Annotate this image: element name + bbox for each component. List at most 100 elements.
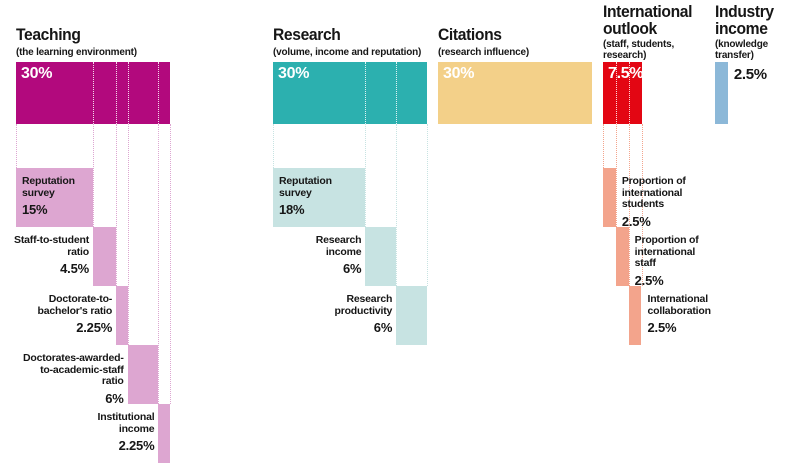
research-weight-label: 30%: [278, 65, 310, 82]
research-subtitle: (volume, income and reputation): [273, 47, 421, 58]
international-outlook-sub-label-0-line: students: [621, 198, 664, 210]
research-sub-block-1: [365, 227, 397, 286]
research-title: Research: [273, 25, 341, 44]
teaching-sub-label-3-line: ratio: [101, 375, 124, 387]
teaching-guide-line: [93, 124, 94, 227]
industry-income-title-line: Industry: [715, 2, 774, 21]
research-sub-label-0-line: Reputation: [279, 175, 332, 187]
teaching-title-line: Teaching: [16, 25, 81, 44]
industry-income-subtitle-line: transfer): [715, 49, 754, 61]
research-sub-value-1: 6%: [343, 261, 362, 276]
teaching-guide-line: [127, 124, 129, 345]
international-outlook-sub-label-2-line: International: [647, 293, 709, 305]
industry-income-weight-label: 2.5%: [733, 66, 767, 83]
research-guide-line: [396, 124, 398, 286]
research-sub-block-2: [396, 286, 427, 345]
citations-subtitle-line: (research influence): [438, 46, 530, 58]
teaching-sub-label-4-line: Institutional: [97, 411, 155, 423]
international-outlook-subtitle-line: (staff, students,: [603, 38, 675, 50]
industry-income-title-line: income: [715, 19, 768, 38]
research-sub-label-0: Reputation survey 18%: [279, 175, 361, 217]
citations-subtitle: (research influence): [438, 47, 529, 58]
citations-main-bar: [438, 62, 592, 124]
international-outlook-subtitle-line: research): [603, 49, 647, 61]
research-bar-separator: [365, 62, 367, 124]
teaching-sub-value-4: 2.25%: [118, 438, 155, 453]
international-outlook-title-line: outlook: [603, 19, 657, 38]
international-outlook-title: International outlook: [603, 3, 692, 37]
teaching-sub-label-0: Reputation survey 15%: [22, 175, 89, 216]
teaching-sub-label-3-line: Doctorates-awarded-: [23, 352, 124, 364]
teaching-bar-separator: [158, 62, 160, 124]
industry-income-title: Industry income: [715, 3, 774, 37]
research-title-line: Research: [273, 25, 341, 44]
international-outlook-subtitle: (staff, students, research): [603, 39, 674, 61]
teaching-bar-separator: [116, 62, 118, 124]
teaching-sub-label-4: Institutional income 2.25%: [30, 411, 155, 453]
research-sub-label-2: Research productivity 6%: [268, 293, 393, 335]
teaching-bar-separator: [93, 62, 94, 124]
research-sub-label-2-line: Research: [346, 293, 393, 305]
international-outlook-guide-line: [628, 124, 630, 286]
research-guide-line: [273, 124, 274, 168]
international-outlook-sub-label-2-line: collaboration: [647, 304, 712, 317]
teaching-guide-line: [170, 124, 171, 404]
international-outlook-sub-label-1-line: staff: [634, 257, 656, 269]
citations-title-line: Citations: [438, 25, 502, 44]
research-sub-value-0: 18%: [279, 202, 305, 217]
teaching-title: Teaching: [16, 26, 81, 43]
international-outlook-sub-value-1: 2.5%: [634, 272, 664, 288]
research-bar-separator: [396, 62, 398, 124]
international-outlook-sub-value-2: 2.5%: [647, 320, 677, 335]
teaching-sub-value-2: 2.25%: [76, 320, 113, 335]
teaching-sub-label-1-line: Staff-to-student: [14, 234, 89, 246]
international-outlook-guide-line: [615, 124, 617, 227]
international-outlook-guide-line: [603, 124, 604, 168]
teaching-sub-value-1: 4.5%: [60, 261, 89, 276]
teaching-sub-label-0-line: survey: [22, 186, 55, 199]
teaching-sub-block-0: [16, 168, 93, 227]
teaching-sub-block-4: [158, 404, 170, 463]
international-outlook-sub-label-0: Proportion of international students 2.5%: [621, 175, 742, 227]
international-outlook-sub-block-1: [615, 227, 629, 286]
research-sub-label-1-line: Research: [315, 234, 362, 246]
international-outlook-bar-separator: [615, 62, 617, 124]
teaching-sub-label-3: Doctorates-awarded-to-academic-staff rati…: [0, 352, 124, 406]
research-guide-line: [365, 124, 367, 227]
teaching-guide-line: [16, 124, 17, 168]
research-guide-line: [427, 124, 428, 286]
international-outlook-bar-separator: [628, 62, 630, 124]
teaching-sub-value-3: 6%: [105, 390, 124, 406]
international-outlook-guide-line: [641, 124, 643, 286]
teaching-bar-separator: [127, 62, 129, 124]
teaching-weight-label: 30%: [21, 65, 53, 82]
international-outlook-main-bar: [603, 62, 642, 124]
international-outlook-sub-block-0: [603, 168, 616, 227]
international-outlook-sub-block-2: [628, 286, 642, 345]
teaching-sub-label-2: Doctorate-to-bachelor's ratio 2.25%: [0, 293, 113, 335]
research-sub-block-0: [273, 168, 366, 227]
citations-title: Citations: [438, 26, 502, 43]
international-outlook-sub-label-0-line: Proportion of: [621, 175, 686, 187]
teaching-subtitle: (the learning environment): [16, 47, 137, 58]
international-outlook-sub-label-1: Proportion of international staff 2.5%: [634, 234, 755, 288]
teaching-sub-block-1: [93, 227, 117, 286]
teaching-guide-line: [116, 124, 118, 286]
teaching-sub-label-1-line: ratio: [67, 245, 89, 258]
international-outlook-sub-label-2: International collaboration 2.5%: [647, 293, 768, 335]
teaching-sub-block-2: [116, 286, 128, 345]
industry-income-subtitle-line: (knowledge: [715, 38, 768, 50]
international-outlook-sub-label-0-line: international: [621, 186, 683, 199]
citations-weight-label: 30%: [443, 65, 475, 82]
teaching-sub-label-2-line: Doctorate-to-: [48, 293, 113, 305]
research-sub-label-1: Research income 6%: [237, 234, 362, 276]
research-sub-label-1-line: income: [325, 245, 362, 258]
research-subtitle-line: (volume, income and reputation): [273, 46, 422, 58]
research-sub-value-2: 6%: [373, 320, 393, 335]
teaching-sub-label-1: Staff-to-student ratio 4.5%: [0, 234, 89, 276]
teaching-sub-label-4-line: income: [118, 422, 155, 435]
teaching-sub-label-2-line: bachelor's ratio: [37, 304, 113, 317]
teaching-sub-block-3: [127, 345, 159, 404]
research-sub-label-0-line: survey: [279, 186, 312, 199]
